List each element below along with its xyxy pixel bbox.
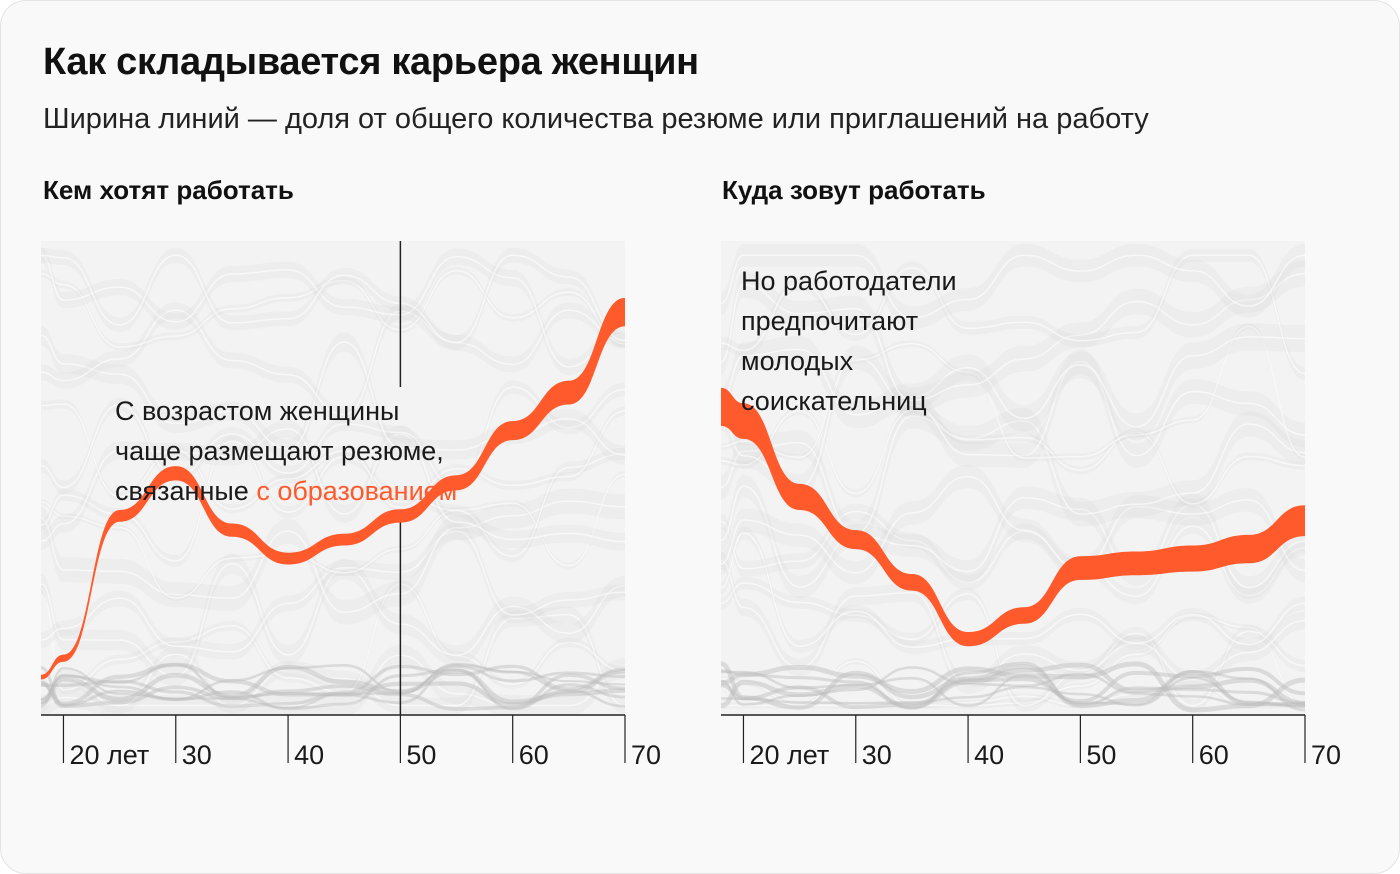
- background-flow: [41, 579, 625, 698]
- background-flow-edge: [721, 582, 1305, 707]
- background-flow-thin: [721, 670, 1305, 712]
- right-chart: 20 лет 30 40 50 60 70: [721, 241, 1341, 770]
- left-annotation-line-2: чаще размещают резюме,: [115, 436, 444, 466]
- background-flow-edge: [721, 325, 1305, 459]
- background-flow: [721, 464, 1305, 585]
- background-flow-edge: [41, 562, 625, 677]
- background-flow: [721, 403, 1305, 546]
- background-flow-edge: [721, 336, 1305, 428]
- background-flow-edge: [721, 254, 1305, 319]
- background-flow-edge: [41, 530, 625, 653]
- background-flow: [41, 326, 625, 465]
- background-flow: [721, 503, 1305, 605]
- background-flow-edge: [721, 559, 1305, 686]
- background-flows: [41, 247, 625, 715]
- background-flow-edge: [41, 583, 625, 694]
- background-flow: [41, 553, 625, 687]
- x-tick-label: 70: [631, 740, 661, 770]
- right-annotation-line-4: соискательниц: [741, 386, 927, 416]
- background-flow-edge: [41, 613, 625, 707]
- left-panel-title: Кем хотят работать: [43, 175, 294, 205]
- x-tick-label: 20 лет: [69, 740, 149, 770]
- background-flow-edge: [41, 270, 625, 348]
- right-annotation-line-2: предпочитают: [741, 306, 919, 336]
- x-tick-label: 50: [1086, 740, 1116, 770]
- x-tick-label: 30: [862, 740, 892, 770]
- background-flow: [721, 323, 1305, 462]
- left-annotation-highlight: с образованием: [256, 476, 458, 506]
- background-flow-edge: [721, 415, 1305, 535]
- left-chart: 20 лет 30 40 50 60 70: [41, 241, 661, 770]
- left-annotation-prefix: связанные: [115, 476, 257, 506]
- background-flow-edge: [41, 254, 625, 368]
- background-flow-thin: [721, 661, 1305, 710]
- background-flow: [721, 681, 1305, 709]
- background-flow-edge: [721, 475, 1305, 574]
- background-flow-thin: [41, 666, 625, 711]
- background-flow-edge: [41, 403, 625, 510]
- background-flow: [721, 551, 1305, 694]
- background-flow-edge: [721, 409, 1305, 505]
- background-flow-thin: [41, 663, 625, 708]
- x-tick-label: 60: [1199, 740, 1229, 770]
- background-flow-thin: [721, 666, 1305, 710]
- x-tick-label: 30: [182, 740, 212, 770]
- background-flow: [41, 606, 625, 714]
- background-flow-thin: [41, 664, 625, 705]
- background-flow-thin: [721, 676, 1305, 709]
- background-flow-thin: [721, 666, 1305, 706]
- right-annotation: Но работодатели предпочитают молодых сои…: [741, 261, 1041, 421]
- background-flow: [41, 266, 625, 351]
- background-flow-edge: [721, 615, 1305, 707]
- left-annotation: С возрастом женщины чаще размещают резюм…: [115, 391, 535, 511]
- background-flow-edge: [721, 510, 1305, 598]
- plot-background: [721, 241, 1305, 715]
- background-flow-thin: [721, 661, 1305, 710]
- background-flow-thin: [721, 662, 1305, 709]
- background-flow: [721, 244, 1305, 329]
- background-flow-thin: [41, 663, 625, 706]
- x-tick-label: 40: [974, 740, 1004, 770]
- background-flow-edge: [41, 500, 625, 613]
- left-annotation-line-3: связанные с образованием: [115, 471, 535, 511]
- background-flow: [41, 435, 625, 567]
- background-flow-thin: [41, 662, 625, 709]
- background-flow-edge: [41, 473, 625, 599]
- x-tick-label: 20 лет: [749, 740, 829, 770]
- background-flow-thin: [41, 664, 625, 708]
- background-flow-thin: [721, 661, 1305, 713]
- background-flow-edge: [721, 272, 1305, 401]
- background-flow-edge: [41, 309, 625, 416]
- right-annotation-line-3: молодых: [741, 346, 854, 376]
- background-flow: [41, 247, 625, 375]
- right-annotation-line-1: Но работодатели: [741, 266, 957, 296]
- background-flow: [41, 488, 625, 625]
- x-tick-label: 70: [1311, 740, 1341, 770]
- x-tick-label: 40: [294, 740, 324, 770]
- background-flow: [721, 323, 1305, 441]
- background-flow-thin: [41, 673, 625, 711]
- background-flows: [721, 244, 1305, 713]
- plot-background: [41, 241, 625, 715]
- right-panel-title: Куда зовут работать: [722, 175, 986, 205]
- background-flow-edge: [721, 254, 1305, 375]
- background-flow-edge: [41, 254, 625, 344]
- background-flow-thin: [41, 662, 625, 707]
- background-flow-edge: [41, 386, 625, 489]
- page-title: Как складывается карьера женщин: [43, 41, 699, 83]
- background-flow: [41, 399, 625, 514]
- background-flow: [41, 302, 625, 423]
- background-flow: [721, 260, 1305, 413]
- background-flow: [721, 526, 1305, 654]
- background-flow-edge: [41, 428, 625, 543]
- x-tick-label: 60: [519, 740, 549, 770]
- x-tick-label: 50: [406, 740, 436, 770]
- page-subtitle: Ширина линий — доля от общего количества…: [43, 103, 1149, 135]
- left-annotation-line-1: С возрастом женщины: [115, 396, 400, 426]
